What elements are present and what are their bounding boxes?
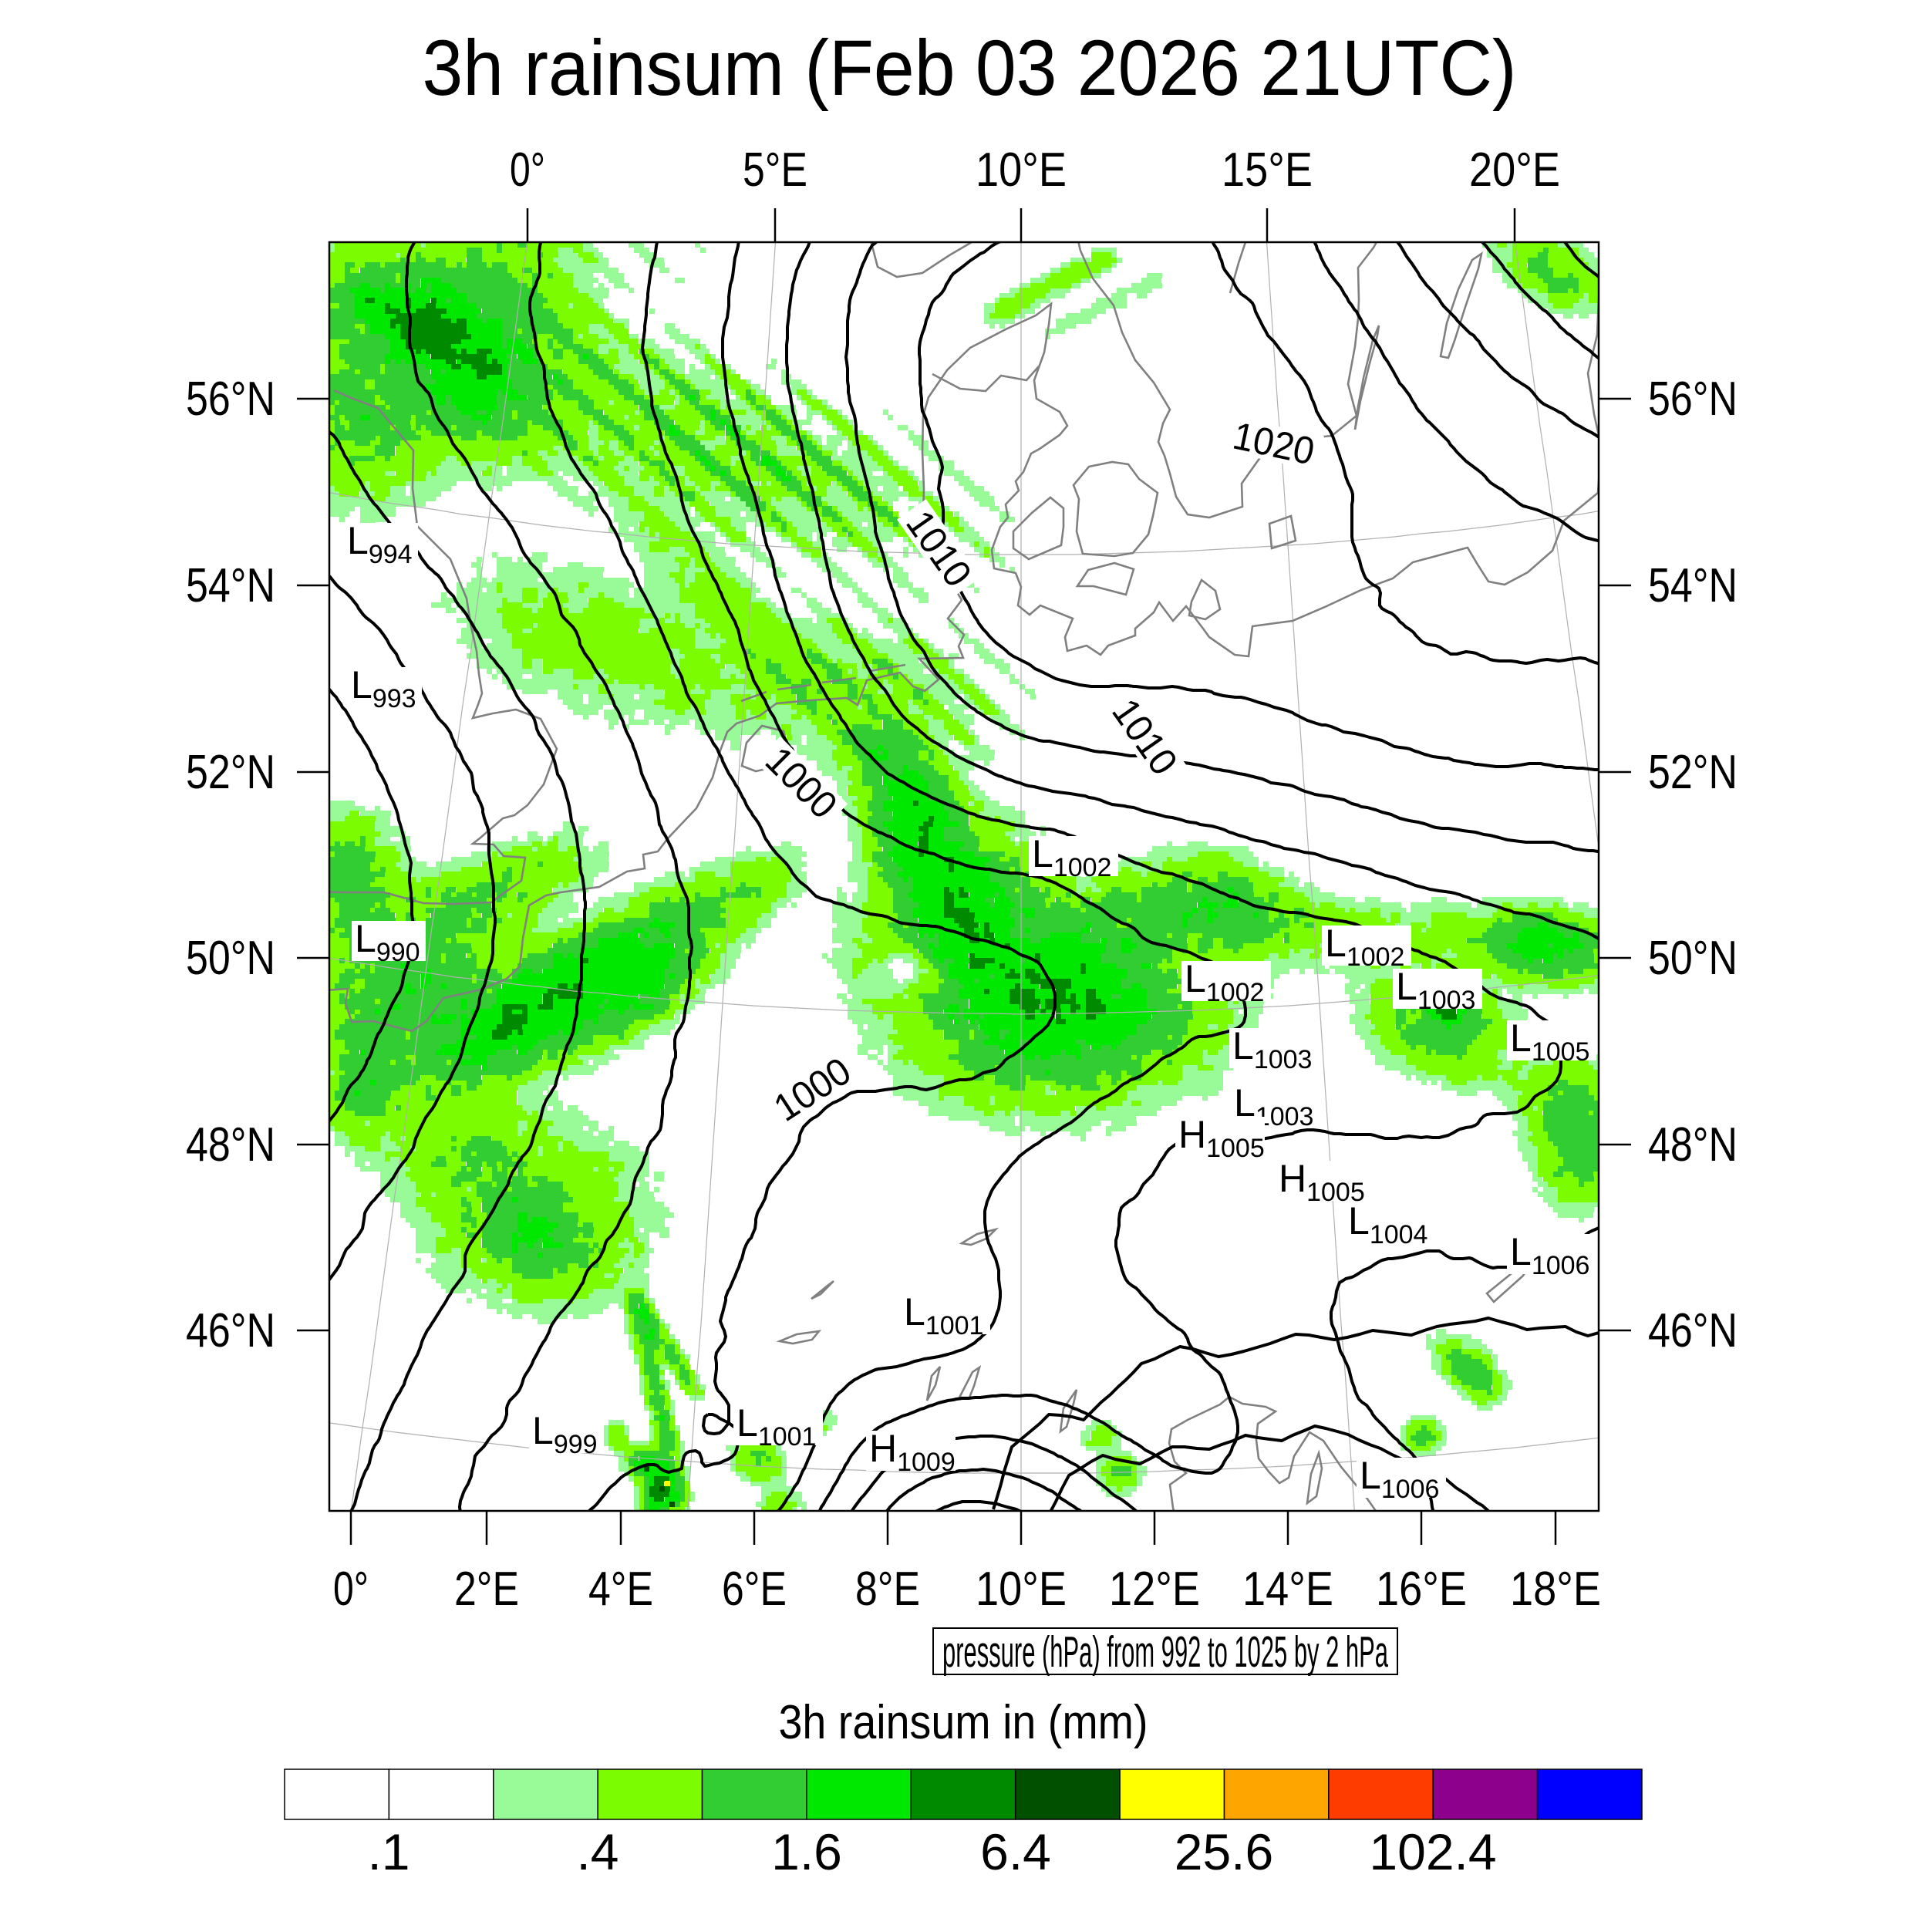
svg-text:8°E: 8°E: [855, 1563, 920, 1616]
svg-text:52°N: 52°N: [186, 746, 275, 799]
svg-text:3h rainsum in (mm): 3h rainsum in (mm): [779, 1696, 1148, 1749]
svg-text:.4: .4: [576, 1823, 619, 1880]
svg-text:54°N: 54°N: [1648, 559, 1738, 612]
svg-text:56°N: 56°N: [186, 373, 275, 426]
svg-text:18°E: 18°E: [1510, 1563, 1601, 1616]
svg-text:48°N: 48°N: [186, 1118, 275, 1172]
svg-text:4°E: 4°E: [588, 1563, 653, 1616]
svg-text:25.6: 25.6: [1175, 1823, 1273, 1880]
svg-text:0°: 0°: [333, 1563, 369, 1616]
svg-text:6°E: 6°E: [722, 1563, 787, 1616]
svg-text:56°N: 56°N: [1648, 373, 1738, 426]
svg-text:pressure (hPa) from 992 to 102: pressure (hPa) from 992 to 1025 by 2 hPa: [942, 1627, 1388, 1677]
svg-text:.1: .1: [367, 1823, 410, 1880]
svg-text:L1002: L1002: [1032, 832, 1111, 882]
svg-text:10°E: 10°E: [976, 1563, 1067, 1616]
svg-text:46°N: 46°N: [1648, 1304, 1738, 1357]
svg-text:2°E: 2°E: [454, 1563, 519, 1616]
svg-text:54°N: 54°N: [186, 559, 275, 612]
svg-text:48°N: 48°N: [1648, 1118, 1738, 1172]
svg-text:52°N: 52°N: [1648, 746, 1738, 799]
svg-text:16°E: 16°E: [1376, 1563, 1467, 1616]
svg-text:0°: 0°: [510, 143, 545, 197]
svg-text:50°N: 50°N: [1648, 932, 1738, 985]
svg-text:15°E: 15°E: [1222, 143, 1313, 197]
svg-text:L1003: L1003: [1232, 1024, 1312, 1074]
svg-text:5°E: 5°E: [743, 143, 807, 197]
svg-text:46°N: 46°N: [186, 1304, 275, 1357]
svg-text:14°E: 14°E: [1242, 1563, 1333, 1616]
svg-text:1.6: 1.6: [771, 1823, 842, 1880]
svg-text:20°E: 20°E: [1469, 143, 1560, 197]
svg-text:50°N: 50°N: [186, 932, 275, 985]
svg-text:6.4: 6.4: [980, 1823, 1051, 1880]
svg-text:102.4: 102.4: [1369, 1823, 1496, 1880]
svg-text:12°E: 12°E: [1109, 1563, 1200, 1616]
svg-text:3h rainsum (Feb 03 2026 21UTC): 3h rainsum (Feb 03 2026 21UTC): [423, 24, 1517, 112]
svg-text:10°E: 10°E: [976, 143, 1067, 197]
